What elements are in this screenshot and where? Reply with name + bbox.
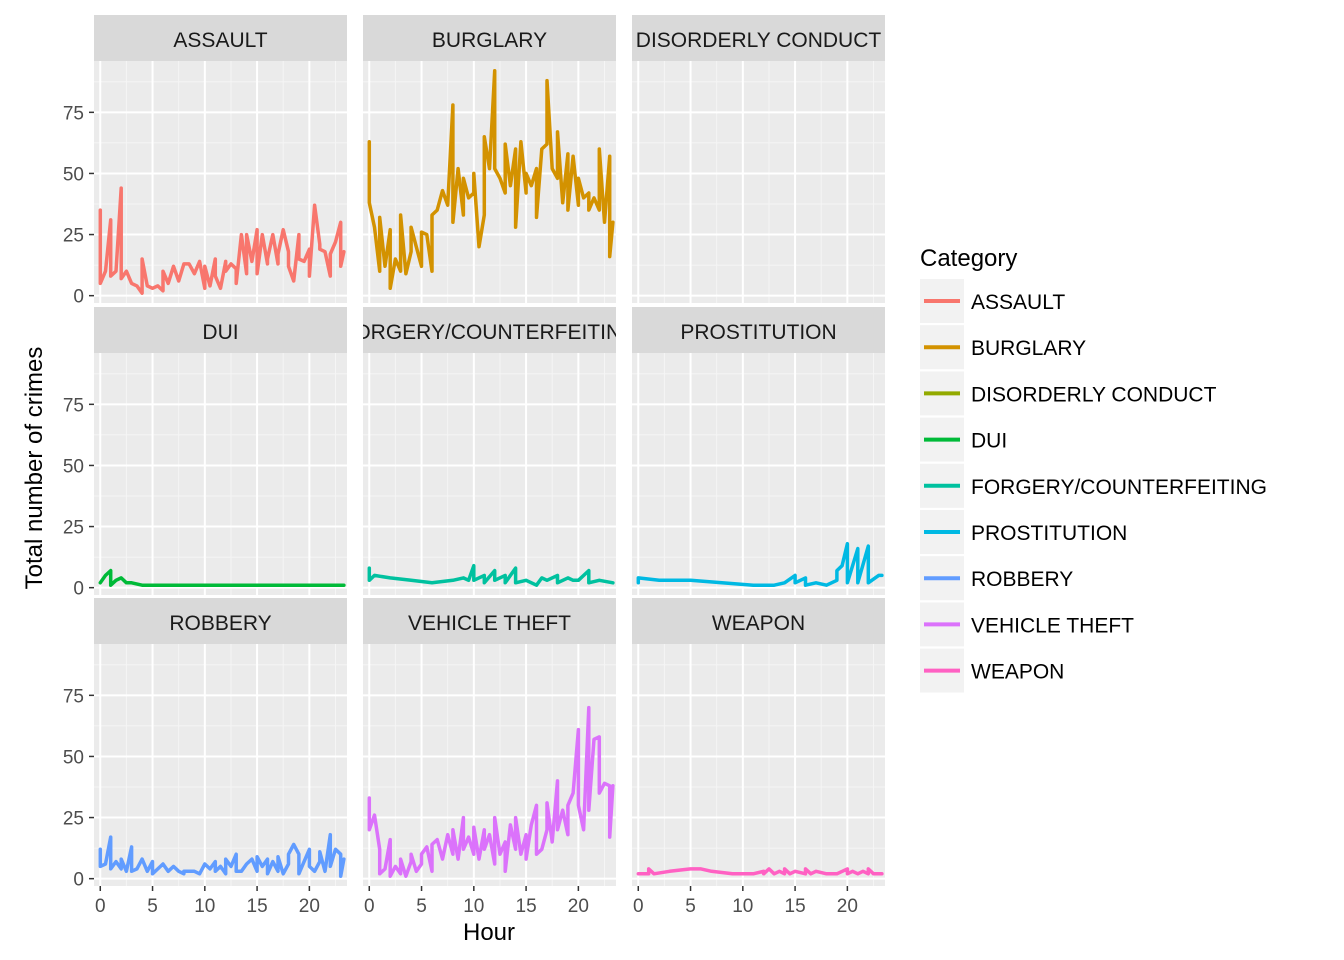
facet-panel: DISORDERLY CONDUCT: [632, 15, 885, 303]
y-tick-label: 0: [73, 870, 84, 891]
legend-item: BURGLARY: [920, 325, 1086, 370]
x-tick-label: 15: [516, 896, 537, 917]
facet-strip: [363, 598, 616, 644]
x-tick-label: 10: [463, 896, 484, 917]
y-tick-label: 50: [63, 747, 84, 768]
x-tick-label: 0: [95, 896, 106, 917]
facet-panels: ASSAULT BURGLARY DISORDERLY CONDUCT DUI FORG…: [94, 15, 885, 886]
facet-strip: [363, 307, 616, 353]
legend-label: DUI: [971, 430, 1007, 453]
x-tick-label: 10: [194, 896, 215, 917]
plot-background: [94, 644, 347, 886]
legend-title: Category: [920, 245, 1017, 272]
x-tick-label: 20: [568, 896, 589, 917]
facet-panel: ROBBERY: [94, 598, 347, 886]
y-tick-label: 50: [63, 164, 84, 185]
legend-item: WEAPON: [920, 648, 1064, 693]
y-tick-label: 25: [63, 226, 84, 247]
facet-strip-label: DISORDERLY CONDUCT: [636, 29, 882, 52]
facet-panel: WEAPON: [632, 598, 885, 886]
x-tick-label: 0: [633, 896, 644, 917]
y-tick-label: 25: [63, 809, 84, 830]
facet-strip-label: FORGERY/COUNTERFEITING: [342, 321, 638, 344]
facet-panel: VEHICLE THEFT: [363, 598, 616, 886]
facet-panel: ASSAULT: [94, 15, 347, 303]
y-tick-label: 0: [73, 287, 84, 308]
legend-label: VEHICLE THEFT: [971, 614, 1134, 637]
y-tick-label: 50: [63, 456, 84, 477]
plot-background: [632, 61, 885, 303]
plot-background: [363, 353, 616, 595]
series-line: [367, 705, 615, 878]
legend-label: WEAPON: [971, 661, 1064, 684]
x-tick-label: 20: [837, 896, 858, 917]
series-line: [98, 186, 346, 295]
x-axis-ticks: 0 5 10 15 20 0 5 10 15 20 0 5 10 15 20: [95, 886, 858, 917]
facet-strip-label: VEHICLE THEFT: [408, 612, 571, 635]
series-line: [367, 69, 615, 291]
series-line: [636, 867, 884, 876]
facet-strip-label: BURGLARY: [432, 29, 547, 52]
facet-strip: [94, 307, 347, 353]
x-tick-label: 15: [247, 896, 268, 917]
facet-strip: [632, 307, 885, 353]
legend-label: FORGERY/COUNTERFEITING: [971, 476, 1267, 499]
series-line: [98, 568, 346, 587]
legend-item: ASSAULT: [920, 279, 1065, 323]
legend-items: ASSAULT BURGLARY DISORDERLY CONDUCT DUI FORG…: [920, 279, 1267, 693]
facet-strip: [94, 598, 347, 644]
x-tick-label: 15: [785, 896, 806, 917]
y-tick-label: 25: [63, 518, 84, 539]
legend: Category ASSAULT BURGLARY DISORDERLY CONDU…: [920, 245, 1267, 693]
y-tick-label: 75: [63, 103, 84, 124]
series-line: [367, 563, 615, 587]
facet-panel: BURGLARY: [363, 15, 616, 303]
x-axis-label: Hour: [463, 919, 515, 946]
legend-item: ROBBERY: [920, 556, 1073, 601]
facet-strip-label: PROSTITUTION: [680, 321, 836, 344]
x-tick-label: 5: [685, 896, 696, 917]
legend-label: ASSAULT: [971, 291, 1065, 314]
legend-label: PROSTITUTION: [971, 522, 1127, 545]
y-tick-label: 0: [73, 579, 84, 600]
plot-background: [632, 353, 885, 595]
legend-item: VEHICLE THEFT: [920, 602, 1134, 647]
y-tick-label: 75: [63, 395, 84, 416]
legend-label: BURGLARY: [971, 337, 1086, 360]
series-line: [636, 541, 884, 587]
plot-background: [632, 644, 885, 886]
x-tick-label: 20: [299, 896, 320, 917]
y-axis-label: Total number of crimes: [21, 347, 48, 590]
facet-strip: [632, 598, 885, 644]
facet-strip-label: ROBBERY: [169, 612, 271, 635]
legend-item: DISORDERLY CONDUCT: [920, 371, 1217, 416]
facet-strip-label: DUI: [202, 321, 238, 344]
legend-item: PROSTITUTION: [920, 510, 1127, 554]
legend-label: DISORDERLY CONDUCT: [971, 383, 1217, 406]
facet-strip-label: ASSAULT: [173, 29, 267, 52]
x-tick-label: 10: [732, 896, 753, 917]
facet-panel: PROSTITUTION: [632, 307, 885, 595]
x-tick-label: 5: [416, 896, 427, 917]
facet-strip: [94, 15, 347, 61]
x-tick-label: 5: [147, 896, 158, 917]
plot-background: [94, 353, 347, 595]
facet-strip: [632, 15, 885, 61]
facet-strip-label: WEAPON: [712, 612, 805, 635]
x-tick-label: 0: [364, 896, 375, 917]
legend-item: FORGERY/COUNTERFEITING: [920, 463, 1267, 508]
y-tick-label: 75: [63, 686, 84, 707]
facet-strip: [363, 15, 616, 61]
facet-panel: FORGERY/COUNTERFEITING: [342, 307, 638, 595]
legend-item: DUI: [920, 417, 1007, 462]
facet-panel: DUI: [94, 307, 347, 595]
series-line: [98, 832, 346, 878]
legend-label: ROBBERY: [971, 568, 1073, 591]
y-axis-ticks: 0 25 50 75 0 25 50 75 0 25 50 75: [63, 103, 94, 891]
